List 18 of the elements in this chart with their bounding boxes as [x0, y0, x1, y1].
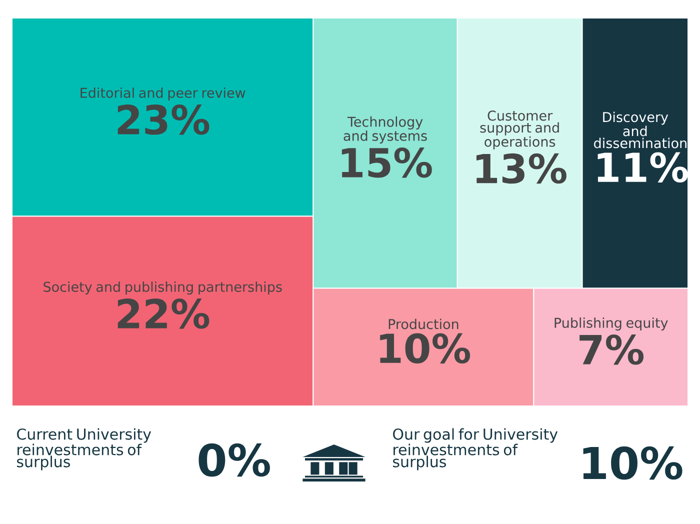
data-label: 11% [598, 152, 688, 182]
data-label: 22% [118, 298, 210, 329]
category-label: Society and publishing partnerships [44, 281, 282, 295]
data-label: 10% [380, 333, 470, 364]
category-label: Technology and systems [344, 116, 427, 144]
category-label: Customer support and operations [480, 110, 559, 150]
category-label: Production [388, 318, 458, 330]
category-label: Publishing equity [554, 317, 668, 331]
data-label: 23% [118, 104, 210, 135]
text: Current University reinvestments of surplus [17, 428, 152, 470]
data-label: 7% [580, 334, 644, 365]
category-label: Discovery and dissemination [594, 112, 686, 148]
text: Our goal for University reinvestments of surplus [393, 428, 558, 470]
data-label: 15% [342, 148, 432, 178]
data-label: 13% [476, 153, 566, 184]
text: 10% [583, 446, 682, 480]
text: 0% [198, 443, 270, 477]
category-label: Editorial and peer review [80, 87, 246, 101]
